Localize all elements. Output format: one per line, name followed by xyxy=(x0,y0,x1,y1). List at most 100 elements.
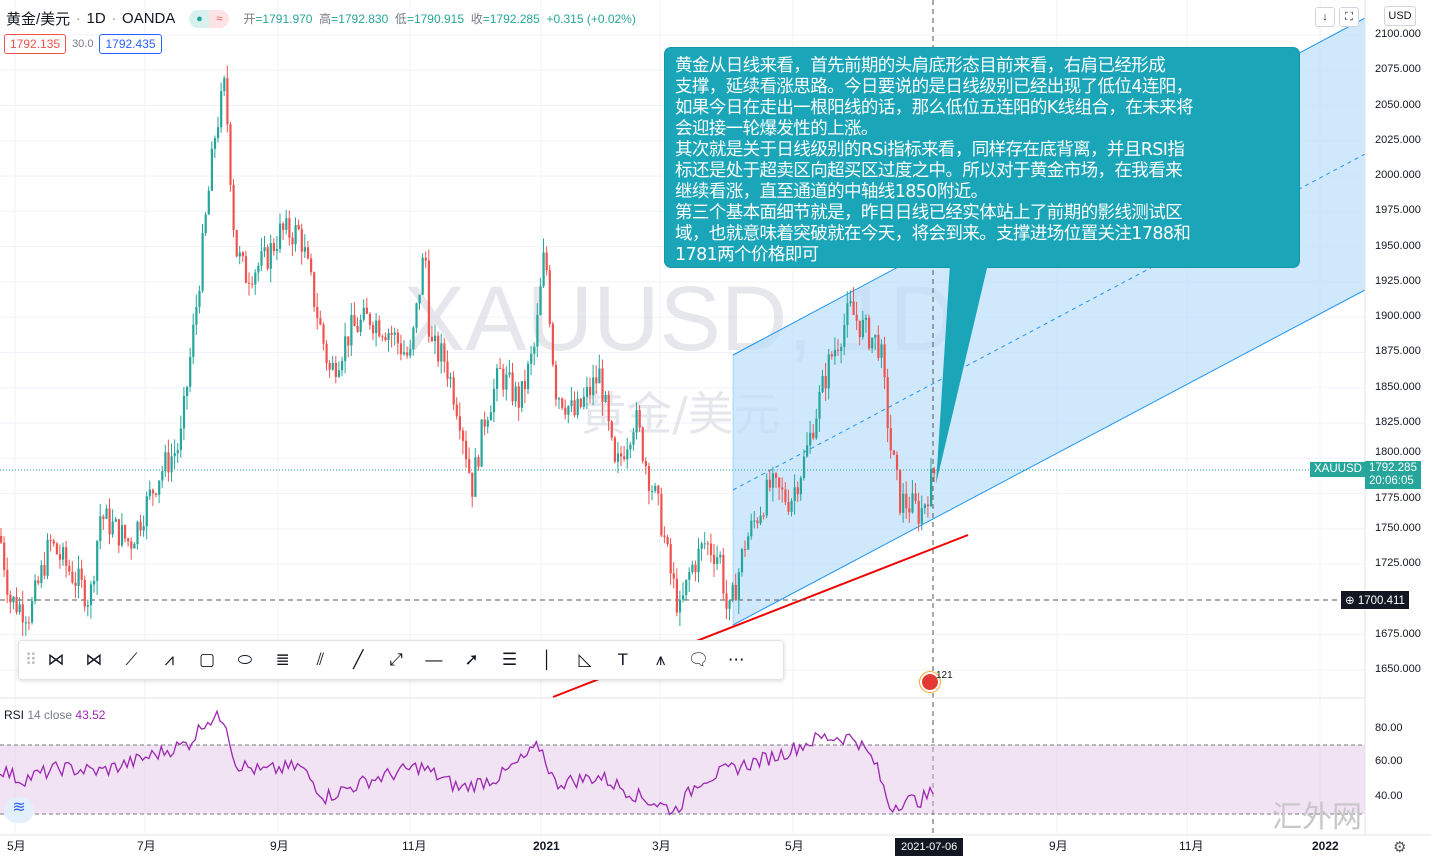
analysis-callout[interactable]: 黄金从日线来看，首先前期的头肩底形态目前来看，右肩已经形成 支撑，延续看涨思路。… xyxy=(665,48,1299,267)
candle xyxy=(164,444,167,478)
candle xyxy=(620,445,623,466)
candle xyxy=(167,439,170,482)
text-icon[interactable]: T xyxy=(617,650,629,669)
currency-button[interactable]: USD xyxy=(1384,6,1416,26)
candle xyxy=(601,359,604,416)
legend-header: 黄金/美元 · 1D · OANDA ● ≈ 开=1791.970 高=1792.83… xyxy=(6,9,636,28)
buy-button[interactable]: 1792.435 xyxy=(99,34,162,54)
candle xyxy=(892,449,895,456)
trend-line-icon[interactable]: ╱ xyxy=(353,650,364,669)
rsi-tick: 60.00 xyxy=(1375,755,1403,767)
candle xyxy=(12,595,15,610)
candle xyxy=(638,405,641,432)
candle xyxy=(883,336,886,390)
channel-lower-line[interactable] xyxy=(732,289,1366,626)
candle xyxy=(564,399,567,420)
settings-gear-icon[interactable]: ⚙ xyxy=(1393,839,1407,856)
interval[interactable]: 1D xyxy=(86,10,106,27)
elliott-wave-icon[interactable]: ⩚ xyxy=(655,650,666,669)
candle xyxy=(37,575,40,586)
candle xyxy=(778,477,781,501)
candle xyxy=(210,141,213,192)
tradingview-logo-icon[interactable]: ≋ xyxy=(4,797,34,823)
time-tick: 9月 xyxy=(1049,839,1068,853)
triangle-icon[interactable]: ◺ xyxy=(578,650,592,669)
arrow-down-icon[interactable]: ↓ xyxy=(1315,7,1335,27)
candle xyxy=(300,223,303,265)
candle xyxy=(375,313,378,347)
xabcd-pattern-icon[interactable]: ⋈ xyxy=(47,650,65,669)
candle xyxy=(815,408,818,440)
arrow-icon[interactable]: ➚ xyxy=(464,650,479,669)
candle xyxy=(914,482,917,504)
candle xyxy=(65,540,68,578)
time-tick: 5月 xyxy=(785,839,804,853)
fib-retracement-icon[interactable]: ≣ xyxy=(275,650,290,669)
candle xyxy=(697,537,700,583)
candle xyxy=(837,339,840,356)
fullscreen-icon[interactable]: ⛶ xyxy=(1339,7,1359,27)
horizontal-line-icon[interactable]: — xyxy=(425,650,443,669)
candle xyxy=(796,481,799,502)
price-tick: 1750.000 xyxy=(1375,521,1421,534)
price-tick: 1900.000 xyxy=(1375,310,1421,323)
rectangle-icon[interactable]: ▢ xyxy=(199,650,216,669)
candle xyxy=(905,481,908,519)
price-tick: 2050.000 xyxy=(1375,98,1421,111)
rsi-line xyxy=(0,709,934,816)
candle xyxy=(784,482,787,506)
candle xyxy=(731,582,734,603)
rsi-tick: 40.00 xyxy=(1375,790,1403,802)
candle xyxy=(285,209,288,235)
candle xyxy=(390,325,393,348)
candle xyxy=(353,302,356,327)
plus-icon[interactable]: ⊕ xyxy=(1345,595,1355,607)
symbol-name[interactable]: 黄金/美元 xyxy=(6,11,71,28)
candle xyxy=(192,313,195,365)
horizontal-lines-icon[interactable]: ☰ xyxy=(501,650,518,669)
candle xyxy=(226,65,229,133)
parallel-channel-icon[interactable]: ⫽ xyxy=(316,650,325,669)
candle xyxy=(182,387,186,441)
callout-icon[interactable]: 🗨 xyxy=(687,650,710,669)
market-status[interactable]: ● ≈ xyxy=(189,9,230,28)
candle xyxy=(877,325,880,361)
abcd-pattern-icon[interactable]: ⟋ xyxy=(125,650,138,669)
candle xyxy=(145,491,148,540)
candle xyxy=(802,449,806,481)
price-tick: 2075.000 xyxy=(1375,63,1421,76)
candle xyxy=(576,391,579,419)
three-drives-icon[interactable]: ⩘ xyxy=(164,650,175,669)
candle xyxy=(663,526,666,544)
candle xyxy=(703,532,706,550)
path-icon[interactable]: ⤢ xyxy=(389,650,403,669)
candle xyxy=(331,355,334,371)
candle xyxy=(6,557,9,604)
candle xyxy=(393,327,396,346)
candle xyxy=(155,492,158,498)
candle xyxy=(756,517,759,529)
candle xyxy=(86,599,89,617)
candle xyxy=(523,369,527,404)
price-range-icon[interactable]: ⋯ xyxy=(727,650,745,669)
vertical-line-icon[interactable]: │ xyxy=(541,650,553,669)
candle xyxy=(908,496,911,523)
cypher-pattern-icon[interactable]: ⋈ xyxy=(85,650,103,669)
candle xyxy=(158,480,161,504)
candle xyxy=(660,487,663,538)
drag-handle-icon[interactable]: ⠿ xyxy=(25,652,37,669)
price-tick: 1675.000 xyxy=(1375,627,1421,640)
candle xyxy=(635,402,638,440)
price-tick: 1950.000 xyxy=(1375,239,1421,252)
candle xyxy=(9,590,12,614)
callout-pointer xyxy=(936,264,988,484)
candle xyxy=(288,210,291,246)
economic-event-badge[interactable]: 121 xyxy=(920,670,954,694)
candle xyxy=(275,235,279,260)
sell-button[interactable]: 1792.135 xyxy=(4,34,67,54)
candle xyxy=(148,480,151,501)
candle xyxy=(294,217,297,252)
candle xyxy=(142,515,145,537)
ellipse-icon[interactable]: ⬭ xyxy=(237,650,253,669)
candle xyxy=(396,329,399,355)
